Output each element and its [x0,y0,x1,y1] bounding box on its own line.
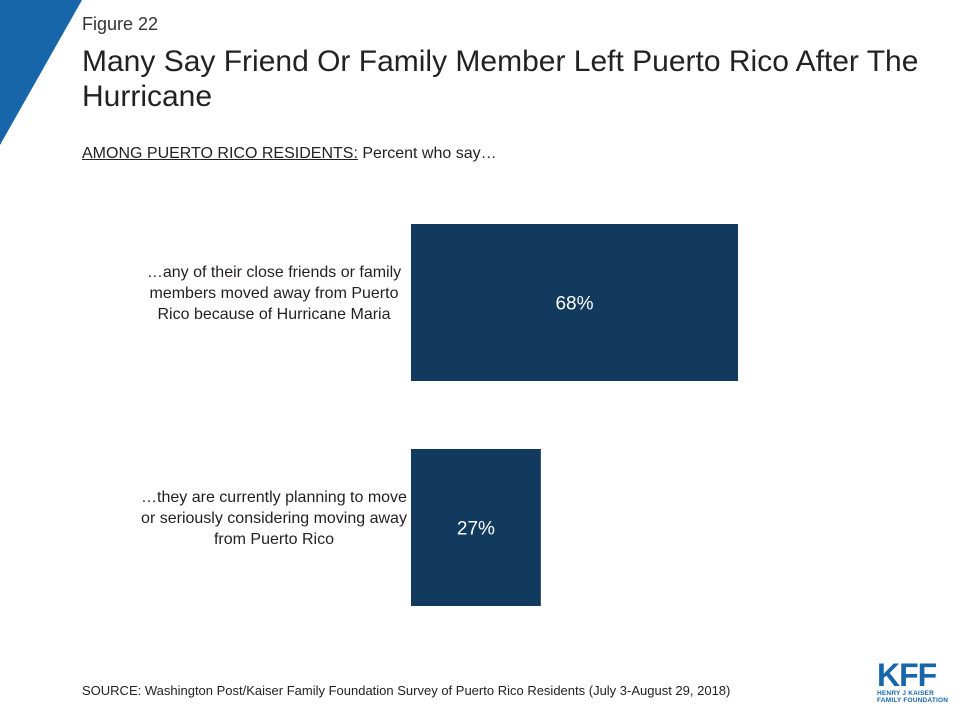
subtitle-population: AMONG PUERTO RICO RESIDENTS: [82,145,358,162]
bar-friends-moved [411,224,738,381]
kff-logo: KFF HENRY J KAISER FAMILY FOUNDATION [877,657,949,704]
figure-label: Figure 22 [82,14,159,34]
subtitle-question: Percent who say… [357,145,497,162]
category-label-planning-to-move: …they are currently planning to move or … [141,489,407,548]
category-label-friends-moved: …any of their close friends or family me… [146,264,402,323]
bar-value-label-planning-to-move: 27% [457,519,495,540]
kff-logo-mark: KFF [877,657,937,693]
chart-title: Many Say Friend Or Family Member Left Pu… [82,45,919,113]
kff-logo-line1: HENRY J KAISER [877,690,934,697]
bar-planning-to-move [411,449,541,606]
chart-subtitle: AMONG PUERTO RICO RESIDENTS: Percent who… [82,145,497,163]
source-note: SOURCE: Washington Post/Kaiser Family Fo… [82,683,731,698]
bar-value-label-friends-moved: 68% [555,294,593,315]
corner-accent-shape [0,0,82,145]
kff-logo-line2: FAMILY FOUNDATION [877,697,949,704]
